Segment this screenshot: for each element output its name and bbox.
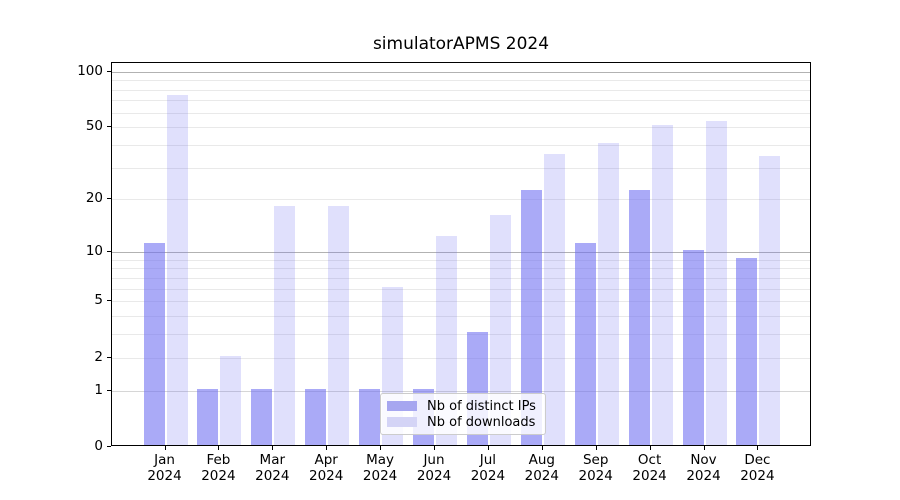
legend-label-downloads: Nb of downloads — [427, 414, 536, 430]
y-tick-mark — [107, 250, 111, 252]
major-gridline — [112, 71, 810, 73]
x-tick-mark — [703, 446, 705, 450]
y-tick-label: 1 — [94, 381, 103, 398]
bar-distinct-ips-jan — [143, 242, 165, 445]
bar-distinct-ips-feb — [197, 388, 219, 445]
x-tick-mark — [757, 446, 759, 450]
y-tick-mark — [107, 446, 111, 447]
x-tick-mark — [272, 446, 274, 450]
x-tick-label-may: May 2024 — [362, 452, 398, 484]
bar-downloads-mar — [274, 205, 296, 445]
chart-title: simulatorAPMS 2024 — [372, 34, 550, 54]
x-tick-mark — [541, 446, 543, 450]
legend-swatch-distinct-ips — [387, 401, 417, 411]
bar-downloads-dec — [759, 155, 781, 445]
minor-gridline — [112, 277, 810, 279]
x-tick-mark — [380, 446, 382, 450]
bar-downloads-sep — [597, 142, 619, 445]
bar-downloads-jun — [436, 236, 457, 445]
y-tick-label: 10 — [85, 242, 103, 259]
minor-gridline — [112, 127, 810, 129]
y-tick-label: 0 — [94, 438, 103, 454]
x-tick-mark — [164, 446, 166, 450]
bar-distinct-ips-sep — [574, 242, 596, 445]
bar-downloads-feb — [220, 355, 242, 445]
legend-label-distinct-ips: Nb of distinct IPs — [427, 398, 536, 414]
bar-downloads-jan — [166, 94, 188, 445]
y-tick-label: 2 — [94, 348, 103, 365]
x-tick-label-mar: Mar 2024 — [255, 452, 290, 484]
x-tick-label-nov: Nov 2024 — [686, 452, 721, 484]
x-tick-label-dec: Dec 2024 — [740, 452, 775, 484]
minor-gridline — [112, 167, 810, 169]
minor-gridline — [112, 334, 810, 336]
x-tick-label-jan: Jan 2024 — [147, 452, 182, 484]
bar-distinct-ips-oct — [628, 189, 650, 445]
x-tick-mark — [218, 446, 220, 450]
x-tick-label-oct: Oct 2024 — [632, 452, 667, 484]
minor-gridline — [112, 112, 810, 114]
x-tick-mark — [326, 446, 328, 450]
y-tick-label: 20 — [85, 190, 103, 207]
bar-distinct-ips-aug — [520, 189, 542, 445]
x-tick-label-jun: Jun 2024 — [416, 452, 452, 484]
legend-item-distinct-ips: Nb of distinct IPs — [387, 398, 539, 414]
bar-distinct-ips-mar — [251, 388, 273, 445]
x-tick-label-sep: Sep 2024 — [578, 452, 613, 484]
x-tick-label-feb: Feb 2024 — [201, 452, 236, 484]
major-gridline — [112, 390, 810, 392]
x-tick-mark — [595, 446, 597, 450]
x-tick-mark — [434, 446, 435, 450]
x-tick-mark — [487, 446, 489, 450]
y-tick-mark — [107, 70, 111, 72]
bar-distinct-ips-nov — [682, 249, 704, 445]
y-tick-label: 50 — [85, 118, 103, 135]
minor-gridline — [112, 288, 810, 290]
major-gridline — [112, 251, 810, 253]
bar-downloads-jul — [489, 214, 511, 445]
legend-item-downloads: Nb of downloads — [387, 414, 539, 430]
minor-gridline — [112, 301, 810, 303]
legend-swatch-downloads — [387, 417, 417, 427]
y-tick-mark — [107, 126, 111, 128]
x-tick-label-jul: Jul 2024 — [470, 452, 506, 484]
y-tick-mark — [107, 356, 111, 358]
minor-gridline — [112, 259, 810, 261]
minor-gridline — [112, 357, 810, 359]
minor-gridline — [112, 80, 810, 82]
plot-area — [111, 62, 811, 446]
bar-downloads-oct — [651, 125, 673, 445]
bar-downloads-apr — [328, 205, 350, 445]
bar-downloads-aug — [543, 153, 565, 445]
y-tick-mark — [107, 198, 111, 200]
y-tick-mark — [107, 300, 111, 302]
minor-gridline — [112, 199, 810, 201]
bar-distinct-ips-may — [359, 388, 381, 445]
minor-gridline — [112, 89, 810, 91]
minor-gridline — [112, 268, 810, 270]
y-tick-mark — [107, 389, 111, 391]
y-tick-label: 5 — [94, 292, 103, 309]
bar-distinct-ips-apr — [305, 388, 327, 445]
x-tick-mark — [649, 446, 651, 450]
legend: Nb of distinct IPs Nb of downloads — [380, 393, 546, 435]
minor-gridline — [112, 144, 810, 146]
x-tick-label-apr: Apr 2024 — [309, 452, 344, 484]
bar-downloads-nov — [705, 120, 727, 445]
bar-distinct-ips-dec — [736, 257, 758, 445]
minor-gridline — [112, 316, 810, 318]
minor-gridline — [112, 100, 810, 102]
x-tick-label-aug: Aug 2024 — [524, 452, 559, 484]
y-tick-label: 100 — [77, 62, 103, 79]
